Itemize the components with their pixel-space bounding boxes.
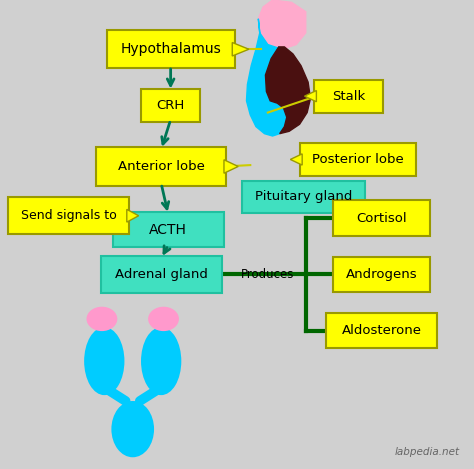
Polygon shape [265,47,310,134]
Polygon shape [304,91,316,102]
Ellipse shape [141,327,182,395]
Text: Anterior lobe: Anterior lobe [118,160,205,173]
Ellipse shape [84,327,124,395]
Ellipse shape [86,307,117,331]
FancyBboxPatch shape [314,80,383,113]
FancyBboxPatch shape [9,197,129,234]
Text: labpedia.net: labpedia.net [395,447,460,457]
Polygon shape [290,154,302,165]
FancyBboxPatch shape [333,201,430,235]
Text: Pituitary gland: Pituitary gland [255,190,352,204]
FancyBboxPatch shape [107,30,235,68]
Text: Adrenal gland: Adrenal gland [115,268,208,281]
FancyBboxPatch shape [100,256,221,293]
FancyBboxPatch shape [112,212,224,248]
FancyBboxPatch shape [300,143,416,176]
Text: Aldosterone: Aldosterone [342,324,421,337]
Text: ACTH: ACTH [149,223,187,237]
Polygon shape [258,0,306,49]
Text: Produces: Produces [241,268,294,281]
Polygon shape [224,160,238,173]
Polygon shape [127,209,138,222]
Text: Androgens: Androgens [346,268,418,281]
FancyBboxPatch shape [242,181,365,213]
FancyBboxPatch shape [333,257,430,292]
Text: Send signals to: Send signals to [21,209,117,222]
Ellipse shape [111,401,154,457]
Text: Posterior lobe: Posterior lobe [312,153,404,166]
FancyBboxPatch shape [96,147,227,186]
Text: Cortisol: Cortisol [356,212,407,225]
FancyBboxPatch shape [141,89,200,122]
Polygon shape [246,19,287,136]
Text: CRH: CRH [156,99,185,112]
FancyBboxPatch shape [326,313,437,348]
Polygon shape [232,43,249,56]
Ellipse shape [148,307,179,331]
Text: Hypothalamus: Hypothalamus [120,42,221,56]
Text: Stalk: Stalk [332,90,365,103]
